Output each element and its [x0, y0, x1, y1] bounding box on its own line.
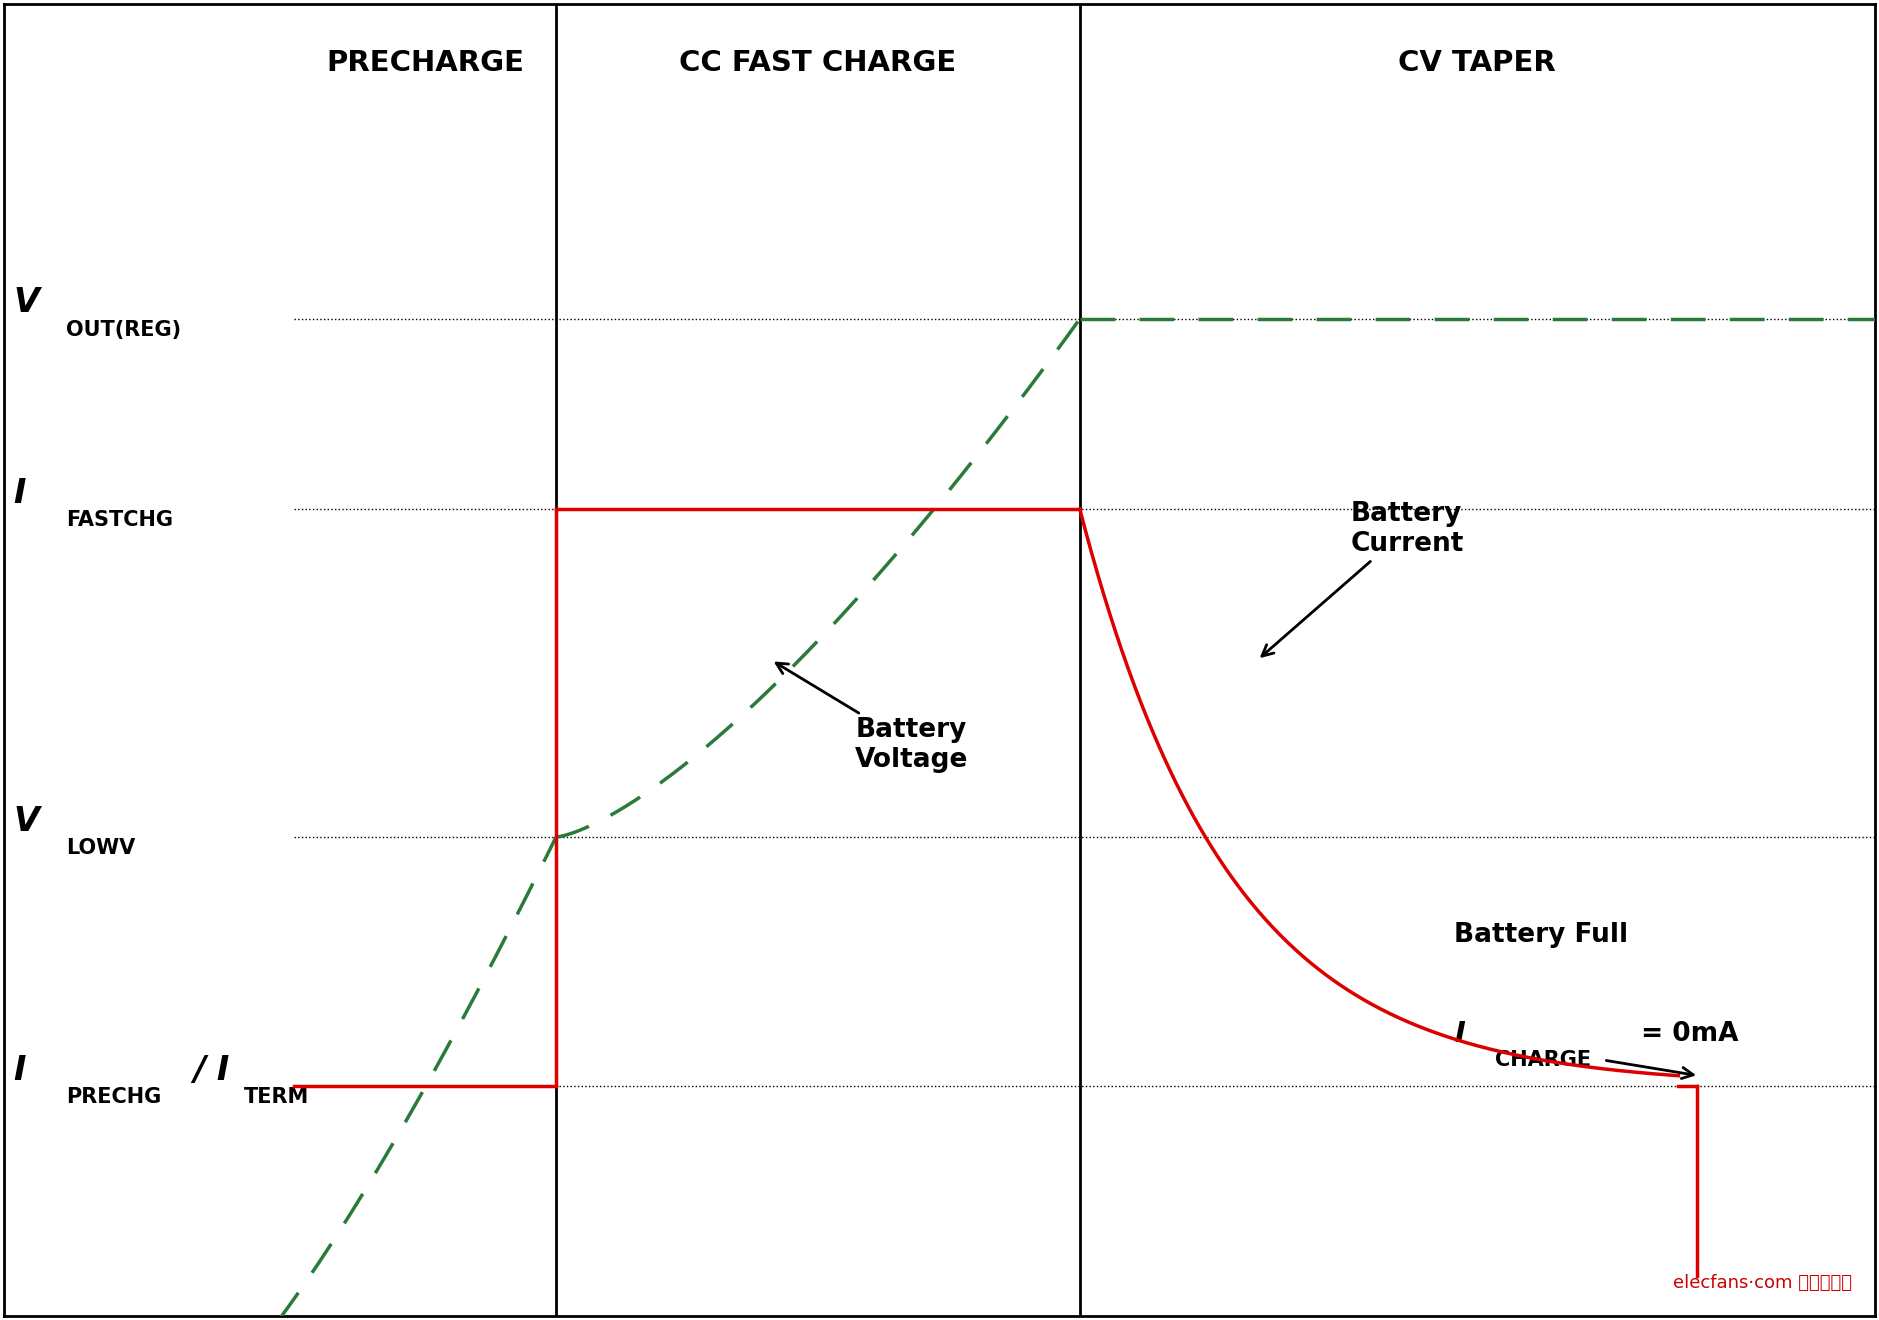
Text: OUT(REG): OUT(REG)	[66, 319, 180, 341]
Text: I: I	[1454, 1020, 1466, 1048]
Text: V: V	[13, 804, 39, 837]
Text: I: I	[13, 1053, 26, 1086]
Text: V: V	[13, 286, 39, 319]
Text: TERM: TERM	[244, 1088, 308, 1107]
Text: elecfans·com 电子发烧友: elecfans·com 电子发烧友	[1674, 1274, 1853, 1292]
Text: LOWV: LOWV	[66, 838, 135, 858]
Text: FASTCHG: FASTCHG	[66, 511, 173, 531]
Text: CC FAST CHARGE: CC FAST CHARGE	[680, 49, 956, 77]
Text: Battery
Voltage: Battery Voltage	[776, 663, 970, 774]
Text: Battery Full: Battery Full	[1454, 923, 1627, 949]
Text: Battery
Current: Battery Current	[1263, 500, 1464, 656]
Text: CV TAPER: CV TAPER	[1398, 49, 1556, 77]
Text: / I: / I	[194, 1053, 229, 1086]
Text: PRECHARGE: PRECHARGE	[327, 49, 524, 77]
Text: CHARGE: CHARGE	[1496, 1049, 1592, 1071]
Text: = 0mA: = 0mA	[1631, 1020, 1738, 1047]
Text: I: I	[13, 477, 26, 510]
Text: PRECHG: PRECHG	[66, 1088, 162, 1107]
